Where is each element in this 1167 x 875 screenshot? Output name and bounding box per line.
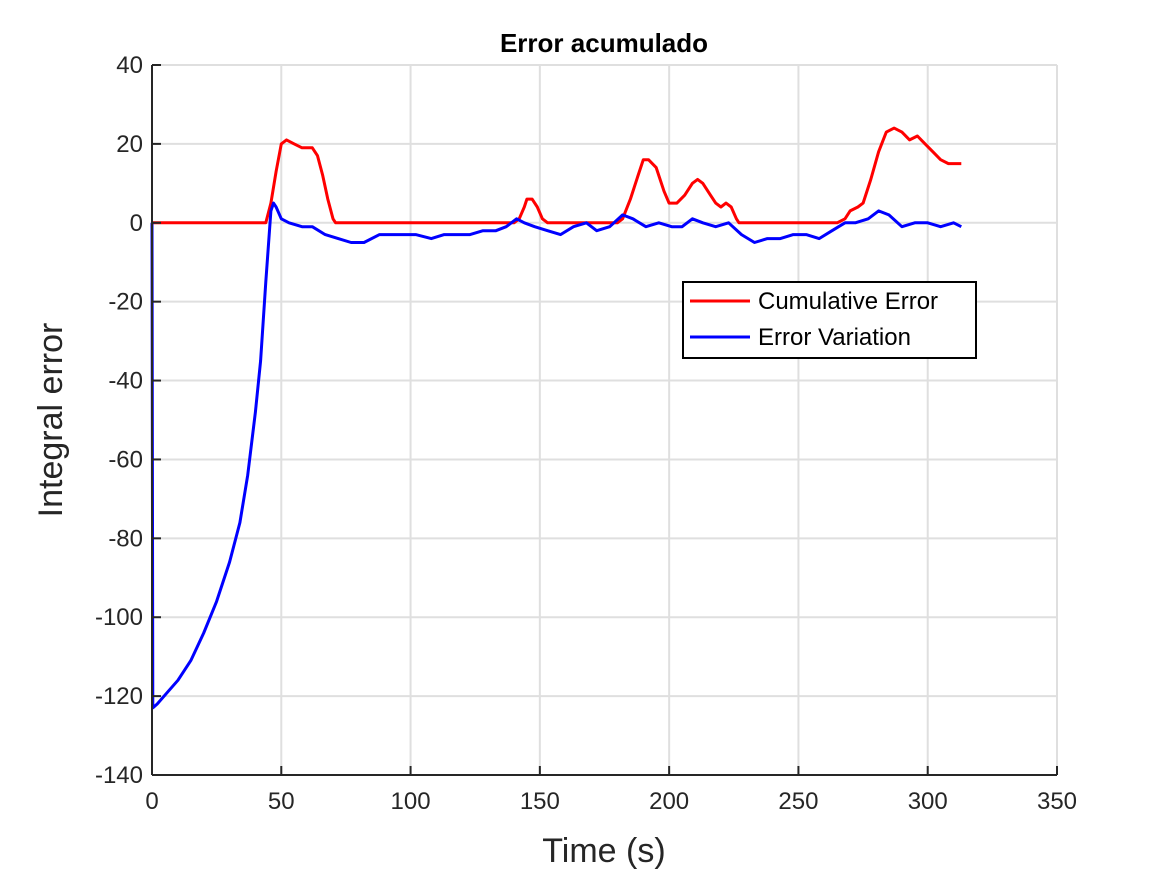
x-tick-label: 50 [268,788,295,815]
legend-label-cumulative-error: Cumulative Error [758,288,938,315]
x-tick-label: 100 [391,788,431,815]
series-line-cumulative-error [152,126,962,225]
y-tick-label: 40 [116,52,143,79]
series-line-error-variation [150,201,962,710]
x-tick-label: 250 [778,788,818,815]
axes [151,65,1057,776]
y-tick-label: -40 [108,368,143,395]
y-tick-label: -120 [95,683,143,710]
chart-title: Error acumulado [500,28,708,58]
y-axis-label: Integral error [32,323,70,518]
legend: Cumulative Error Error Variation [682,281,977,359]
grid [151,64,1058,776]
x-tick-label: 300 [908,788,948,815]
legend-label-error-variation: Error Variation [758,324,911,351]
plot-background [152,65,1057,775]
legend-box [682,281,977,359]
y-tick-label: -140 [95,762,143,789]
y-tick-label: -80 [108,525,143,552]
series-layer [150,126,962,710]
x-tick-label: 0 [145,788,158,815]
ticks: 0 50 100 150 200 250 300 350-140-120-100-80-60-… [95,52,1077,815]
x-axis-label: Time (s) [542,832,665,870]
y-tick-label: -60 [108,446,143,473]
y-tick-label: -100 [95,604,143,631]
y-tick-label: 20 [116,131,143,158]
x-tick-label: 150 [520,788,560,815]
y-tick-label: 0 [130,210,143,237]
x-tick-label: 350 [1037,788,1077,815]
x-tick-label: 200 [649,788,689,815]
y-tick-label: -20 [108,289,143,316]
